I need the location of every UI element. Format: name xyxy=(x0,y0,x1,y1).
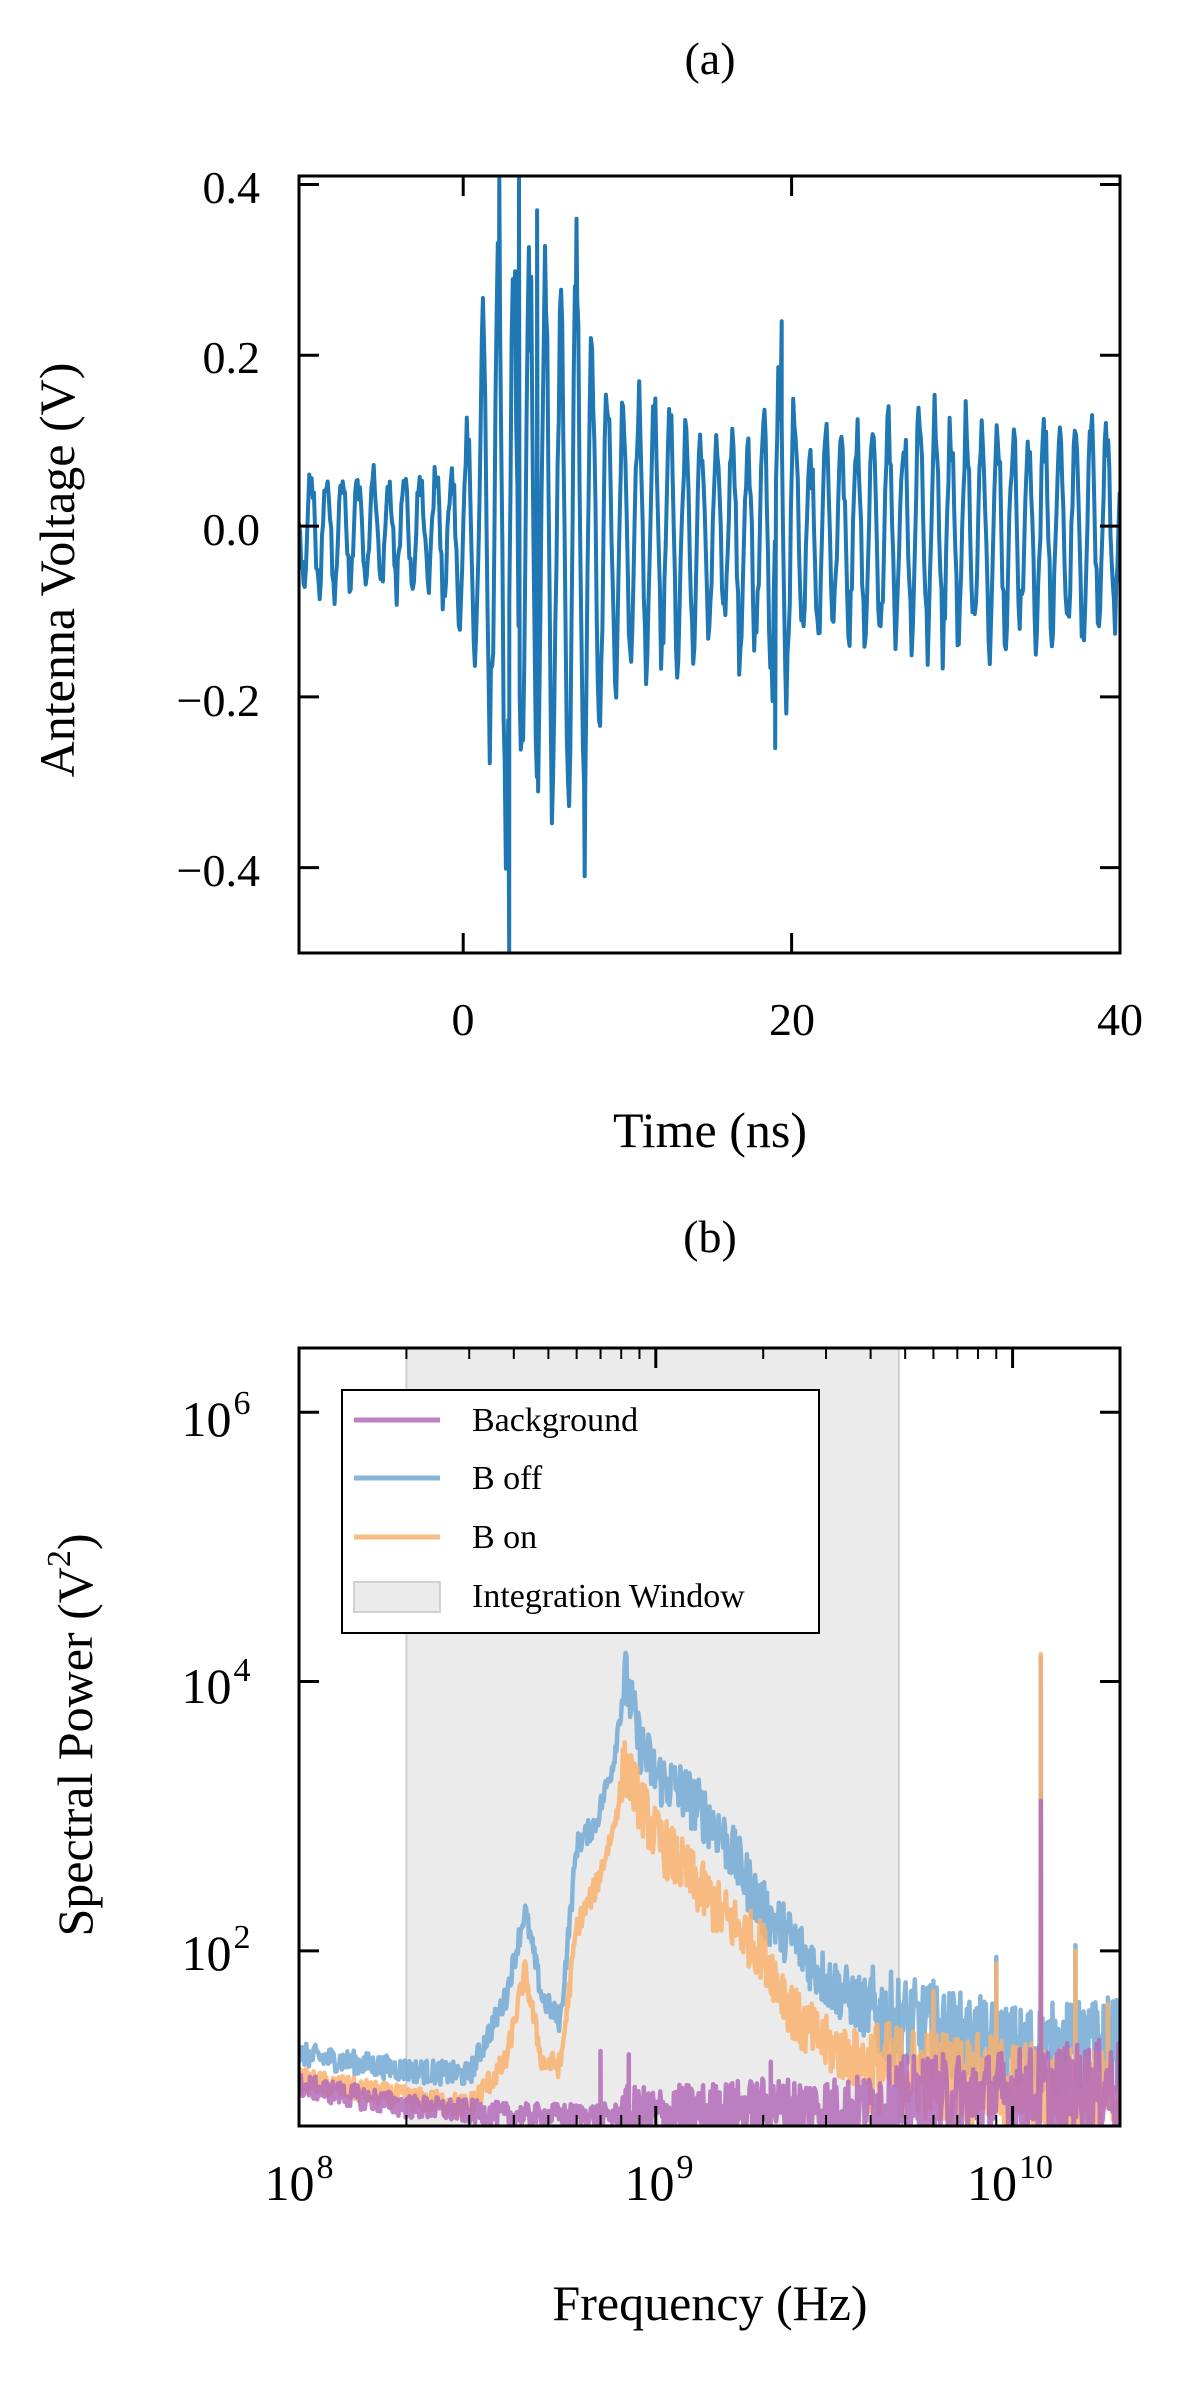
legend: Background B off B on Integration Window xyxy=(341,1389,820,1634)
spectrum-b-off xyxy=(299,1650,1120,2098)
plot-frame-b xyxy=(297,1346,1122,2128)
ytick-label: 0.0 xyxy=(203,504,261,555)
axis-ticks-b xyxy=(297,1348,1121,2126)
plot-frame-a xyxy=(297,174,1122,955)
xtick-label: 20 xyxy=(769,994,815,1045)
axis-ticks-a xyxy=(299,176,1122,953)
legend-label-integration-window: Integration Window xyxy=(472,1578,745,1615)
ytick-label: 0.4 xyxy=(203,162,261,213)
legend-label-b-off: B off xyxy=(472,1460,543,1497)
ytick-label: 0.2 xyxy=(203,332,261,383)
spectra-series xyxy=(299,1650,1120,2126)
x-axis-label-b: Frequency (Hz) xyxy=(552,2275,867,2331)
xtick-label: 108 xyxy=(265,2149,334,2211)
legend-label-background: Background xyxy=(472,1402,638,1439)
ytick-label: 102 xyxy=(182,1919,251,1981)
ytick-label: −0.4 xyxy=(177,845,260,896)
ytick-label: 106 xyxy=(182,1385,251,1447)
panel-a-title: (a) xyxy=(684,33,735,84)
legend-swatch-integration-window xyxy=(353,1581,441,1613)
y-axis-label-a: Antenna Voltage (V) xyxy=(29,363,85,778)
xtick-label: 109 xyxy=(625,2149,694,2211)
xtick-label: 0 xyxy=(452,994,475,1045)
xtick-label: 40 xyxy=(1097,994,1143,1045)
voltage-series xyxy=(299,176,1120,953)
spectrum-background xyxy=(299,1798,1120,2126)
legend-label-b-on: B on xyxy=(472,1519,537,1556)
y-axis-label-b: Spectral Power (V2) xyxy=(41,1534,103,1937)
panel-b-title: (b) xyxy=(683,1211,737,1262)
voltage-trace xyxy=(299,176,1120,953)
panel-a: (a) 0.4 0.2 0.0 −0.2 −0.4 0 20 40 Time (… xyxy=(29,33,1143,1158)
panel-b: (b) 106 104 102 108 109 1010 Frequency (… xyxy=(41,1211,1122,2331)
ytick-label: −0.2 xyxy=(177,675,260,726)
x-axis-label-a: Time (ns) xyxy=(613,1102,807,1158)
ytick-label: 104 xyxy=(182,1652,251,1714)
xtick-label: 1010 xyxy=(967,2149,1053,2211)
